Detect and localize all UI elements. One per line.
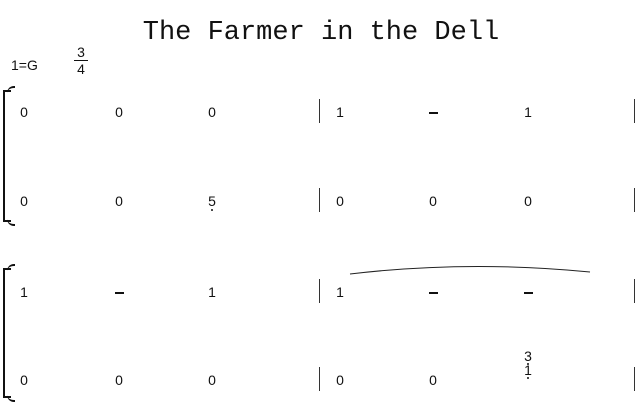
time-signature: 3 4: [74, 44, 88, 77]
note: 0: [336, 193, 344, 209]
note: 0: [20, 372, 28, 388]
dash-mark: [428, 112, 438, 115]
barline: [319, 367, 320, 391]
song-title: The Farmer in the Dell: [142, 18, 500, 48]
note: 1: [336, 104, 344, 120]
barline: [634, 279, 635, 303]
low-octave-dot: [527, 363, 529, 365]
dash-sustain: [425, 105, 441, 119]
barline: [319, 279, 320, 303]
note: 0: [115, 372, 123, 388]
note: 0: [429, 372, 437, 388]
system-bracket: [3, 264, 15, 402]
chord-note: 1: [524, 362, 532, 378]
barline: [634, 99, 635, 123]
note: 0: [20, 104, 28, 120]
note: 0: [336, 372, 344, 388]
chord-note: 3: [524, 348, 532, 364]
dash-sustain: [111, 285, 127, 299]
dash-mark: [114, 292, 124, 295]
note: 0: [115, 193, 123, 209]
barline: [634, 367, 635, 391]
note: 1: [208, 284, 216, 300]
note: 0: [429, 193, 437, 209]
key-signature: 1=G: [11, 57, 38, 73]
low-octave-dot: [527, 377, 529, 379]
note: 5: [204, 194, 220, 211]
barline: [634, 188, 635, 212]
time-signature-bottom: 4: [77, 61, 85, 77]
tie-slur: [349, 265, 591, 275]
dash-sustain: [520, 285, 536, 299]
note: 0: [208, 104, 216, 120]
note: 0: [524, 193, 532, 209]
note: 0: [115, 104, 123, 120]
time-signature-top: 3: [74, 44, 88, 61]
dash-mark: [428, 292, 438, 295]
note: 0: [208, 372, 216, 388]
dash-sustain: [425, 285, 441, 299]
low-octave-dot: [211, 209, 213, 211]
barline: [319, 99, 320, 123]
system-bracket: [3, 86, 15, 226]
note: 1: [336, 284, 344, 300]
note: 1: [20, 284, 28, 300]
note: 0: [20, 193, 28, 209]
barline: [319, 188, 320, 212]
note: 1: [524, 104, 532, 120]
dash-mark: [523, 292, 533, 295]
note-digit: 5: [208, 193, 216, 209]
